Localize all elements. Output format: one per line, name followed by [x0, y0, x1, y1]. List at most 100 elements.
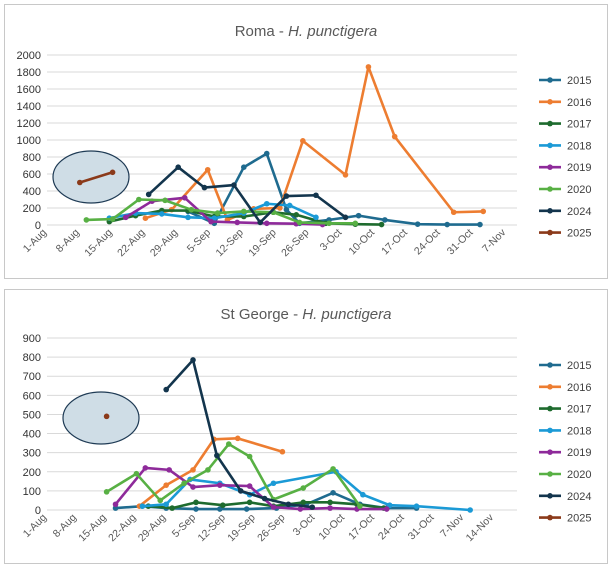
data-point-2019: [142, 465, 149, 471]
data-point-2016: [204, 166, 211, 173]
data-point-2015: [263, 150, 270, 157]
chart-title: St George - H. punctigera: [221, 306, 392, 323]
data-point-2020: [241, 208, 247, 215]
data-point-2020: [225, 441, 232, 447]
data-point-2020: [330, 466, 336, 472]
x-tick-label: 8-Aug: [54, 227, 82, 255]
x-tick-label: 12-Sep: [213, 227, 246, 260]
data-point-2024: [214, 452, 220, 459]
data-point-2018: [139, 503, 146, 509]
y-tick-label: 200: [23, 203, 41, 215]
x-tick-label: 26-Sep: [279, 227, 312, 260]
x-tick-label: 31-Oct: [406, 512, 437, 543]
legend-label: 2016: [567, 382, 591, 394]
y-tick-label: 800: [23, 152, 41, 164]
data-point-2019: [166, 467, 172, 473]
data-point-2017: [193, 499, 199, 506]
legend-label: 2017: [567, 119, 591, 131]
legend-marker: [547, 77, 553, 83]
data-point-2017: [220, 502, 226, 509]
data-point-2017: [293, 212, 300, 218]
legend-item-2019: 2019: [539, 162, 591, 174]
y-tick-label: 800: [23, 352, 41, 364]
data-point-2024: [261, 495, 268, 502]
data-point-2019: [383, 506, 390, 512]
data-point-2019: [122, 214, 129, 221]
y-tick-label: 500: [23, 409, 41, 421]
data-point-2016: [277, 205, 283, 211]
data-point-2015: [382, 217, 388, 223]
x-tick-label: 10-Oct: [316, 512, 347, 543]
data-point-2020: [326, 220, 332, 227]
legend-marker: [547, 208, 553, 214]
data-point-2024: [309, 504, 316, 510]
data-point-2024: [175, 164, 181, 170]
data-point-2020: [157, 497, 164, 504]
x-tick-label: 19-Sep: [225, 512, 258, 545]
legend-item-2025: 2025: [539, 513, 591, 525]
data-point-2015: [243, 506, 250, 512]
data-point-2020: [246, 453, 253, 460]
data-point-2020: [109, 216, 116, 222]
x-tick-label: 31-Oct: [445, 227, 476, 258]
legend-item-2017: 2017: [539, 119, 591, 131]
data-point-2016: [163, 482, 169, 488]
x-tick-label: 5-Sep: [170, 512, 198, 540]
chart-panel-roma: Roma - H. punctigera 0 200 400 600 800 1000 12…: [4, 4, 608, 279]
y-tick-label: 700: [23, 371, 41, 383]
x-tick-label: 26-Sep: [255, 512, 288, 545]
chart-st-george: St George - H. punctigera 0 100 200 300 400 5…: [21, 306, 592, 545]
data-point-2020: [205, 467, 211, 473]
y-tick-label: 600: [23, 390, 41, 402]
data-point-2019: [112, 501, 119, 508]
x-tick-label: 19-Sep: [246, 227, 279, 260]
data-point-2020: [352, 220, 359, 227]
x-tick-label: 17-Oct: [346, 512, 377, 543]
data-point-2020: [83, 217, 90, 223]
data-point-2019: [263, 220, 270, 227]
data-point-2015: [241, 164, 247, 170]
y-tick-label: 200: [23, 467, 41, 479]
data-point-2018: [413, 503, 420, 509]
data-point-2018: [286, 202, 293, 209]
legend-marker: [547, 384, 553, 390]
data-point-2024: [190, 357, 196, 363]
data-point-2018: [313, 214, 319, 221]
data-point-2020: [181, 480, 187, 487]
y-tick-label: 1600: [17, 84, 41, 96]
data-point-2019: [234, 219, 241, 226]
x-tick-label: 12-Sep: [195, 512, 228, 545]
data-point-2017: [378, 221, 385, 228]
data-point-2020: [300, 485, 307, 491]
data-point-2025: [103, 413, 110, 420]
data-point-2024: [285, 501, 292, 508]
data-point-2015: [355, 212, 362, 219]
data-point-2019: [190, 484, 196, 490]
legend-label: 2025: [567, 513, 591, 525]
series-line-2017: [148, 501, 384, 510]
x-tick-label: 29-Aug: [136, 512, 169, 545]
data-point-2016: [342, 172, 349, 178]
data-point-2020: [133, 470, 140, 477]
series-line-2016: [138, 437, 283, 508]
legend-label: 2019: [567, 162, 591, 174]
legend-marker: [547, 427, 553, 434]
data-point-2024: [237, 488, 244, 494]
data-point-2024: [342, 214, 349, 221]
legend-label: 2024: [567, 491, 591, 503]
data-point-2019: [327, 505, 333, 511]
data-point-2016: [279, 448, 286, 455]
y-tick-label: 400: [23, 429, 41, 441]
legend-item-2016: 2016: [539, 382, 591, 394]
highlight-ellipse: [52, 150, 130, 204]
x-tick-label: 5-Sep: [185, 227, 213, 255]
y-tick-label: 1400: [17, 101, 41, 113]
data-point-2024: [201, 184, 208, 191]
data-point-2019: [246, 483, 253, 489]
legend-marker: [547, 405, 553, 412]
x-tick-label: 24-Oct: [412, 227, 443, 258]
data-point-2018: [185, 214, 191, 221]
legend-marker: [547, 99, 553, 105]
x-tick-label: 8-Aug: [51, 512, 79, 540]
data-point-2020: [296, 219, 303, 226]
